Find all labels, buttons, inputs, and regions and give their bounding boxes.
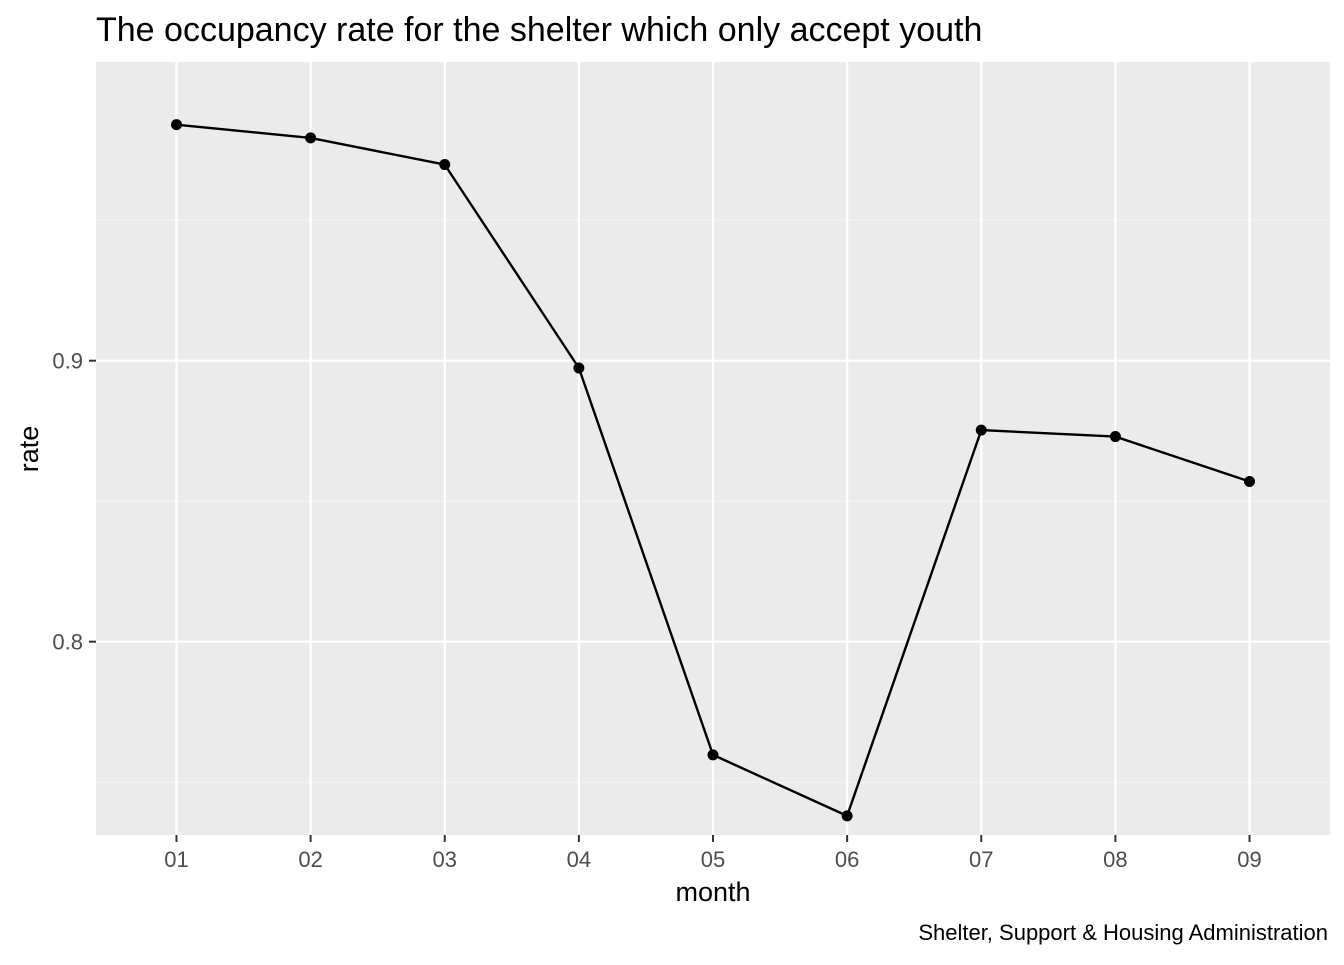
data-point-09 xyxy=(1244,476,1256,488)
x-tick-label: 01 xyxy=(164,847,188,872)
data-point-08 xyxy=(1109,431,1121,443)
data-point-03 xyxy=(439,159,451,171)
data-point-05 xyxy=(707,749,719,761)
y-axis-title: rate xyxy=(14,426,44,473)
data-point-07 xyxy=(975,424,987,436)
chart-caption: Shelter, Support & Housing Administratio… xyxy=(918,920,1328,945)
x-tick-label: 04 xyxy=(567,847,591,872)
x-tick-label: 07 xyxy=(969,847,993,872)
data-point-04 xyxy=(573,362,585,374)
x-axis: 01 02 03 04 05 06 07 08 09 xyxy=(164,835,1262,872)
x-tick-label: 09 xyxy=(1237,847,1261,872)
data-point-06 xyxy=(841,810,853,822)
y-axis: 0.8 0.9 xyxy=(52,349,96,655)
x-tick-label: 02 xyxy=(298,847,322,872)
x-tick-label: 08 xyxy=(1103,847,1127,872)
x-axis-title: month xyxy=(675,877,750,907)
chart-title: The occupancy rate for the shelter which… xyxy=(96,11,982,49)
points-layer xyxy=(170,119,1256,822)
y-tick-label: 0.8 xyxy=(52,630,83,655)
x-tick-label: 03 xyxy=(432,847,456,872)
x-tick-label: 06 xyxy=(835,847,859,872)
y-tick-label: 0.9 xyxy=(52,349,83,374)
data-point-01 xyxy=(170,119,182,131)
major-gridlines xyxy=(96,62,1330,835)
x-tick-label: 05 xyxy=(701,847,725,872)
data-point-02 xyxy=(305,132,317,144)
